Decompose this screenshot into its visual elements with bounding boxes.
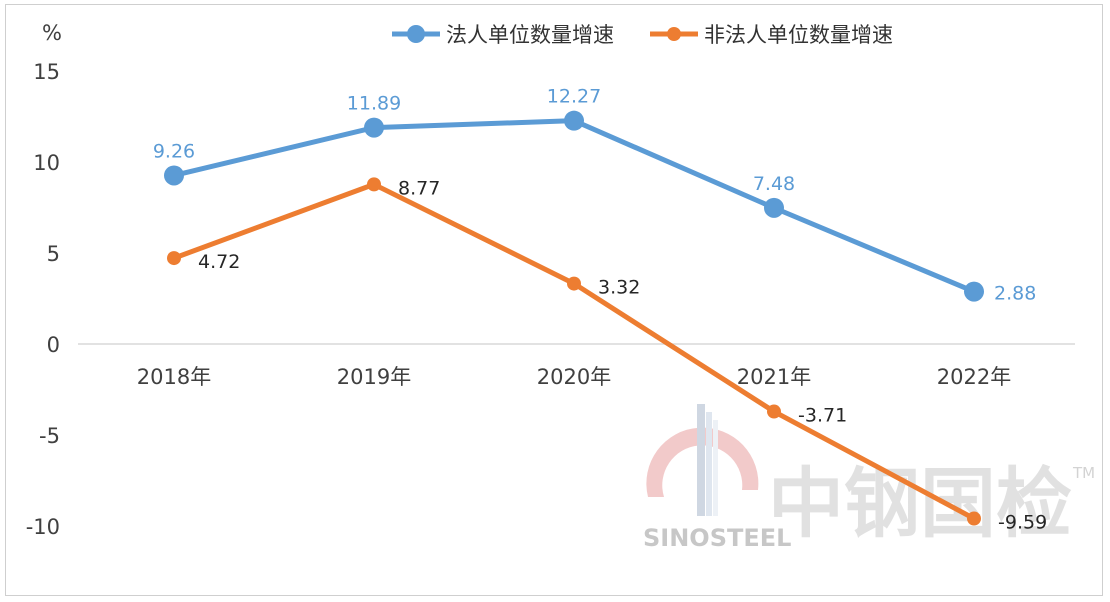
watermark-trademark: TM	[1072, 464, 1095, 482]
series-2-data-label: 3.32	[598, 277, 640, 299]
x-tick-label: 2018年	[137, 365, 211, 389]
sinosteel-watermark-logo: SINOSTEEL 中钢国检 TM	[643, 404, 1095, 552]
series-1-line	[171, 118, 977, 295]
x-tick-label: 2020年	[537, 365, 611, 389]
chart-frame	[5, 4, 1103, 596]
watermark-text: 中钢国检	[768, 459, 1072, 548]
y-tick-label: 15	[33, 60, 60, 84]
x-tick-label: 2022年	[937, 365, 1011, 389]
series-2-point	[367, 177, 381, 192]
series-2-data-label: 8.77	[398, 177, 440, 199]
series-1-point	[564, 110, 584, 131]
series-1-point	[964, 281, 984, 302]
y-tick-label: -5	[39, 424, 60, 448]
legend-marker-series-1	[407, 25, 425, 43]
x-tick-label: 2021年	[737, 365, 811, 389]
series-2-data-label: -3.71	[798, 405, 847, 427]
series-2-point	[967, 511, 981, 526]
x-tick-label: 2019年	[337, 365, 411, 389]
series-2-data-label: 4.72	[198, 251, 240, 273]
watermark-brand: SINOSTEEL	[643, 524, 791, 552]
series-2-point	[167, 251, 181, 266]
legend-label-series-2: 非法人单位数量增速	[704, 23, 893, 47]
y-tick-label: 0	[47, 333, 60, 357]
series-1-data-label: 12.27	[547, 86, 601, 108]
chart-legend: 法人单位数量增速 非法人单位数量增速	[392, 23, 893, 47]
y-axis-unit-label: %	[42, 21, 62, 45]
series-1-point	[764, 197, 784, 218]
series-1-point	[164, 165, 184, 186]
y-tick-label: 5	[47, 242, 60, 266]
series-1-data-label: 11.89	[347, 93, 401, 115]
series-1-data-label: 7.48	[753, 173, 795, 195]
legend-marker-series-2	[667, 27, 681, 41]
y-tick-label: -10	[26, 515, 60, 539]
series-2-point	[767, 404, 781, 419]
series-1-data-label: 9.26	[153, 140, 195, 162]
series-2-point	[567, 276, 581, 291]
series-1-data-label: 2.88	[994, 283, 1036, 305]
series-1-point	[364, 117, 384, 138]
y-tick-label: 10	[33, 151, 60, 175]
legend-label-series-1: 法人单位数量增速	[446, 23, 614, 47]
series-2-data-label: -9.59	[998, 512, 1047, 534]
